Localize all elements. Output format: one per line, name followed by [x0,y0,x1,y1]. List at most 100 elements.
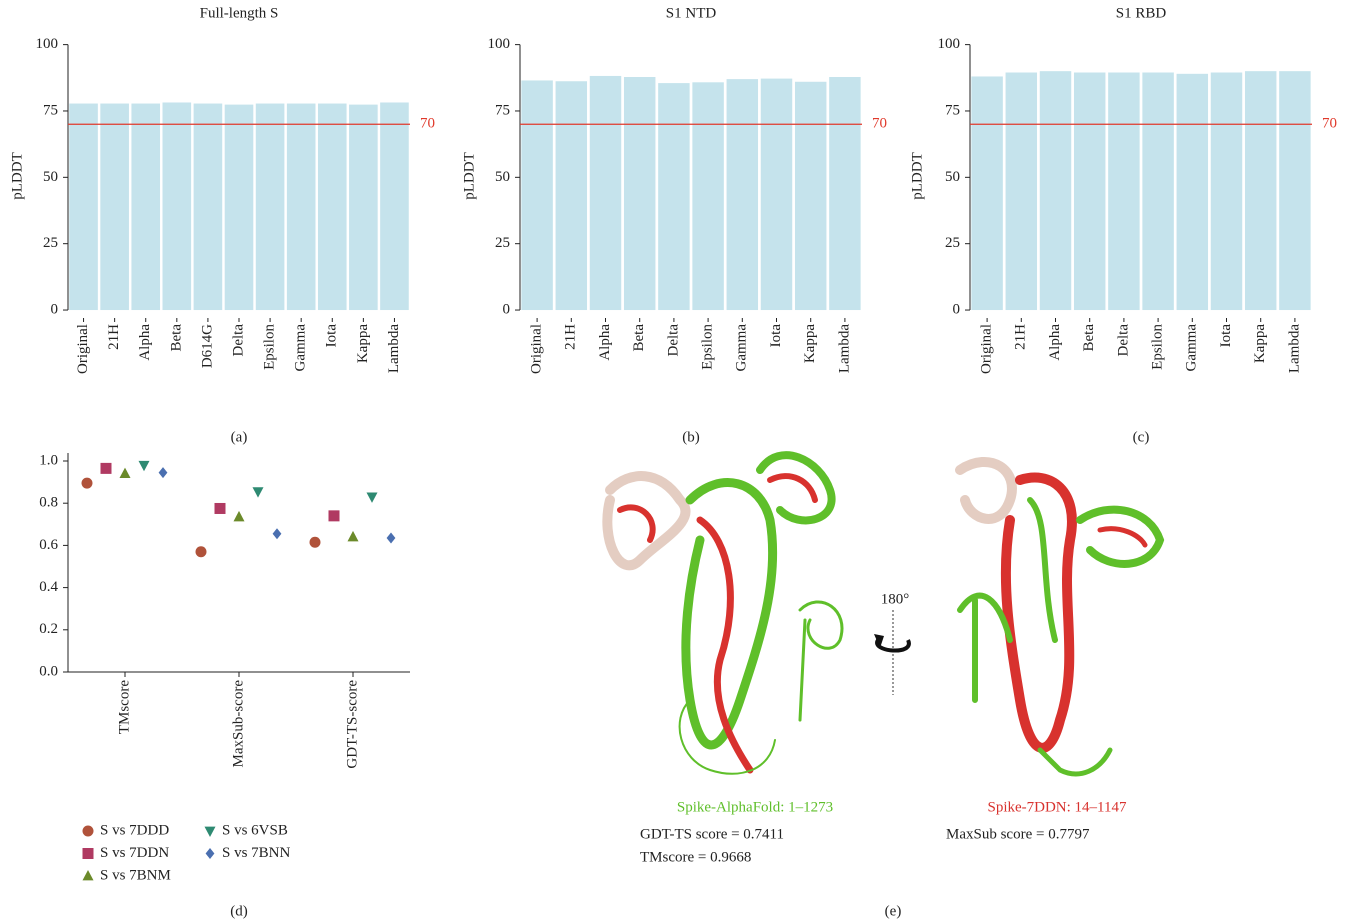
x-tick-label: Beta [631,324,647,352]
x-tick-label: Gamma [734,324,750,372]
y-tick-label: 25 [495,235,510,251]
legend-label: S vs 7BNN [222,845,291,861]
y-tick-label: 0.4 [39,579,58,595]
y-tick-label: 0.6 [39,537,58,553]
x-tick-label: Epsilon [1150,324,1166,370]
bar [100,104,129,310]
marker [215,503,226,514]
bar [590,76,621,310]
y-tick-label: 100 [938,36,961,52]
x-tick-label: Original [75,324,91,374]
figure: 180° Spike-AlphaFold: 1–1273 GDT-TS scor… [0,0,1351,923]
x-tick-label: 21H [563,324,579,350]
chart-title: S1 NTD [666,5,717,21]
bar [521,80,552,310]
right-title: Spike-7DDN: 14–1147 [987,799,1127,815]
marker [206,848,215,859]
y-axis-label: pLDDT [9,152,25,200]
reference-label: 70 [872,116,887,132]
x-tick-label: Delta [665,324,681,357]
marker [139,461,150,471]
panel-caption: (e) [885,903,902,919]
x-tick-label: Lambda [1286,324,1302,373]
y-tick-label: 50 [43,169,58,185]
bar [1211,72,1242,310]
panel-caption: (b) [682,429,700,445]
bar [163,102,192,310]
x-tick-label: Original [979,324,995,374]
x-tick-label: Gamma [293,324,309,372]
left-line: GDT-TS score = 0.7411 [640,826,784,842]
panel-caption: (c) [1133,429,1150,445]
marker [310,537,321,548]
marker [82,478,93,489]
bar [131,104,160,310]
bar [194,104,223,310]
bar [624,77,655,310]
x-tick-label: Original [529,324,545,374]
y-tick-label: 75 [495,102,510,118]
x-tick-label: Epsilon [262,324,278,370]
bar [658,83,689,310]
y-tick-label: 50 [495,169,510,185]
y-tick-label: 100 [36,36,59,52]
marker [205,827,216,837]
x-tick-label: Alpha [597,324,613,361]
x-tick-label: Epsilon [700,324,716,370]
x-tick-label: Kappa [1252,324,1268,363]
x-tick-label: D614G [199,324,215,368]
y-axis-label: pLDDT [461,152,477,200]
x-tick-label: TMscore [116,680,132,734]
bar [1245,71,1276,310]
bar [1142,72,1173,310]
x-tick-label: Beta [1081,324,1097,352]
bar [1006,72,1037,310]
y-tick-label: 0.8 [39,495,58,511]
marker [159,467,168,478]
x-tick-label: Alpha [1047,324,1063,361]
y-tick-label: 0 [503,301,511,317]
y-tick-label: 75 [43,102,58,118]
bar [795,82,826,310]
marker [83,848,94,859]
bar [761,79,792,310]
y-tick-label: 0.0 [39,663,58,679]
marker [387,533,396,544]
bar [69,104,98,310]
y-tick-label: 75 [945,102,960,118]
bar [556,81,587,310]
y-tick-label: 0 [51,301,59,317]
y-tick-label: 1.0 [39,452,58,468]
x-tick-label: Lambda [836,324,852,373]
marker [120,468,131,478]
y-tick-label: 100 [488,36,511,52]
bar [1108,72,1139,310]
x-tick-label: Delta [1115,324,1131,357]
x-tick-label: Iota [1218,324,1234,348]
x-tick-label: 21H [106,324,122,350]
legend-label: S vs 6VSB [222,822,288,838]
y-tick-label: 25 [43,235,58,251]
x-tick-label: Iota [324,324,340,348]
structure-right [960,462,1160,774]
bar [1074,72,1105,310]
panel-caption: (a) [231,429,248,445]
marker [329,510,340,521]
bar [318,104,347,310]
x-tick-label: Iota [768,324,784,348]
marker [101,463,112,474]
reference-label: 70 [1322,116,1337,132]
bar [971,76,1002,310]
rotation-label: 180° [881,591,910,607]
x-tick-label: GDT-TS-score [344,680,360,769]
left-line: TMscore = 0.9668 [640,849,751,865]
bar [287,104,316,310]
marker [83,826,94,837]
x-tick-label: Alpha [137,324,153,361]
x-tick-label: Kappa [355,324,371,363]
bar [256,104,285,310]
x-tick-label: MaxSub-score [230,680,246,768]
structure-panel: 180° Spike-AlphaFold: 1–1273 GDT-TS scor… [607,455,1160,919]
marker [348,531,359,541]
y-tick-label: 50 [945,169,960,185]
